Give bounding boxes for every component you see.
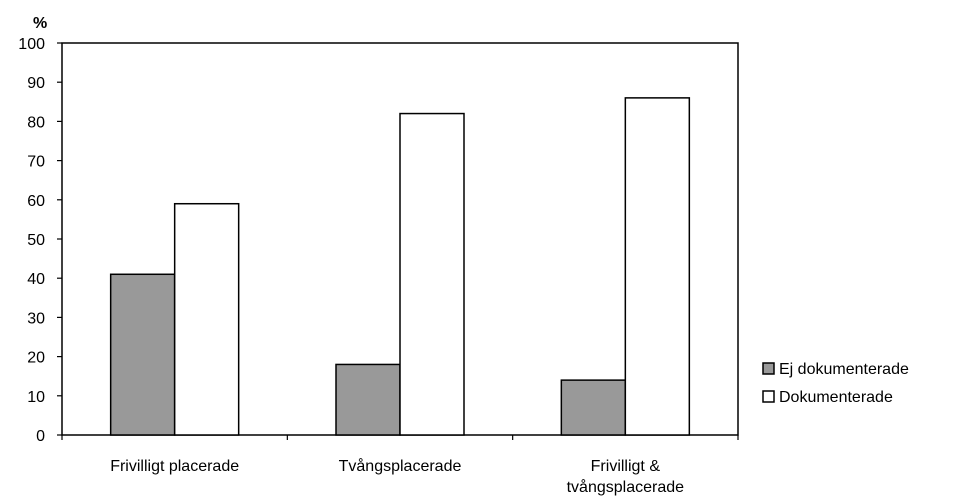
bars [109, 97, 691, 436]
legend: Ej dokumenterade Dokumenterade [762, 361, 909, 406]
y-tick-label: 20 [27, 350, 45, 367]
y-tick-label: 40 [27, 271, 45, 288]
legend-label: Dokumenterade [779, 389, 893, 406]
y-tick-label: 90 [27, 75, 45, 92]
y-tick-label: 70 [27, 154, 45, 171]
y-tick-label: 80 [27, 114, 45, 131]
bar-dokumenterade [173, 202, 240, 436]
x-category-label: tvångsplacerade [567, 478, 685, 496]
legend-swatch [762, 390, 775, 403]
x-category-label: Frivilligt placerade [110, 458, 239, 475]
y-axis-unit-label: % [33, 15, 47, 32]
x-axis: Frivilligt placerade Tvångsplacerade Frivi… [61, 435, 739, 496]
y-tick-label: 10 [27, 389, 45, 406]
y-tick-label: 30 [27, 310, 45, 327]
y-tick-label: 100 [18, 36, 45, 53]
legend-swatch [762, 362, 775, 375]
y-axis: 0 10 20 30 40 50 60 70 80 90 100 [18, 36, 62, 445]
bar-ej-dokumenterade [335, 363, 401, 436]
legend-label: Ej dokumenterade [779, 361, 909, 378]
bar-ej-dokumenterade [560, 379, 627, 436]
x-category-label: Tvångsplacerade [339, 457, 462, 475]
y-tick-label: 50 [27, 232, 45, 249]
bar-dokumenterade [624, 97, 691, 436]
bar-ej-dokumenterade [109, 273, 176, 436]
y-tick-label: 60 [27, 193, 45, 210]
x-category-label: Frivilligt & [591, 458, 661, 475]
y-tick-label: 0 [36, 428, 45, 445]
bar-dokumenterade [399, 112, 465, 436]
